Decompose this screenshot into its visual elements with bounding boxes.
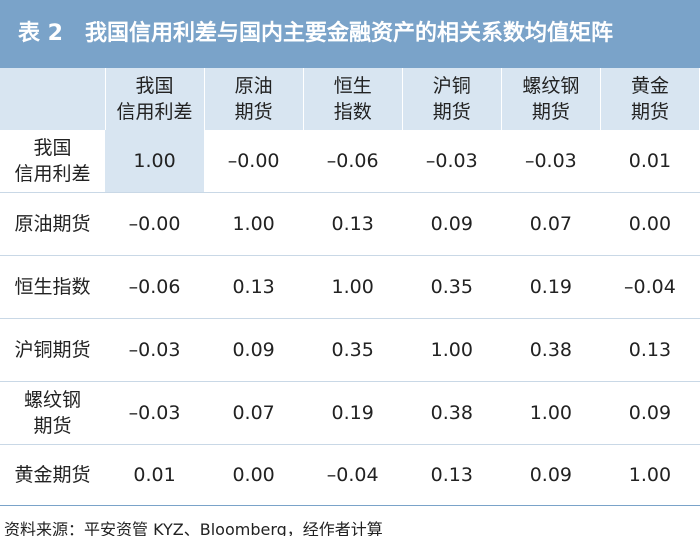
row-label: 黄金期货 [0, 444, 105, 506]
table-cell: 1.00 [402, 318, 502, 382]
column-header: 我国 信用利差 [105, 68, 205, 130]
table-cell: 0.00 [600, 192, 700, 256]
table: 我国 信用利差 原油 期货 恒生 指数 沪铜 期货 螺纹钢 期货 黄金 期货 我国 信用利… [0, 68, 700, 506]
table-cell: 1.00 [600, 444, 700, 506]
table-cell: –0.00 [204, 130, 304, 193]
table-cell: 0.07 [204, 381, 304, 445]
table-cell: 0.09 [402, 192, 502, 256]
table-cell: –0.00 [105, 192, 205, 256]
table-cell: –0.04 [600, 255, 700, 319]
row-label: 螺纹钢 期货 [0, 381, 105, 445]
table-cell: 0.38 [402, 381, 502, 445]
column-header: 沪铜 期货 [402, 68, 502, 130]
table-cell: 0.01 [600, 130, 700, 193]
row-label: 我国 信用利差 [0, 130, 105, 193]
table-cell: –0.03 [105, 318, 205, 382]
table-cell: –0.04 [303, 444, 403, 506]
row-label: 沪铜期货 [0, 318, 105, 382]
row-label: 原油期货 [0, 192, 105, 256]
column-header: 螺纹钢 期货 [501, 68, 601, 130]
table-cell: 0.01 [105, 444, 205, 506]
table-cell: –0.03 [501, 130, 601, 193]
table-cell: –0.03 [402, 130, 502, 193]
table-cell: 0.13 [600, 318, 700, 382]
table-cell: 0.13 [402, 444, 502, 506]
table-cell: 1.00 [501, 381, 601, 445]
table-cell: 0.35 [303, 318, 403, 382]
table-cell: 0.35 [402, 255, 502, 319]
header-row: 我国 信用利差 原油 期货 恒生 指数 沪铜 期货 螺纹钢 期货 黄金 期货 [0, 68, 700, 130]
column-header: 恒生 指数 [303, 68, 403, 130]
table-title: 表 2 我国信用利差与国内主要金融资产的相关系数均值矩阵 [0, 0, 700, 68]
table-body: 我国 信用利差 1.00 –0.00 –0.06 –0.03 –0.03 0.01 原油期货 –… [0, 130, 700, 506]
table-cell: 0.09 [600, 381, 700, 445]
table-cell: 0.13 [303, 192, 403, 256]
table-row: 黄金期货 0.01 0.00 –0.04 0.13 0.09 1.00 [0, 444, 700, 506]
table-cell: 1.00 [303, 255, 403, 319]
column-header: 黄金 期货 [600, 68, 700, 130]
row-label: 恒生指数 [0, 255, 105, 319]
table-cell: 0.00 [204, 444, 304, 506]
table-cell: 0.19 [501, 255, 601, 319]
table-cell: 0.07 [501, 192, 601, 256]
corner-cell [0, 68, 106, 130]
table-cell: 1.00 [204, 192, 304, 256]
table-cell: –0.06 [105, 255, 205, 319]
source-note: 资料来源：平安资管 KYZ、Bloomberg，经作者计算 [4, 520, 383, 536]
table-cell: 0.09 [204, 318, 304, 382]
table-cell: 0.19 [303, 381, 403, 445]
table-cell: –0.03 [105, 381, 205, 445]
table-row: 原油期货 –0.00 1.00 0.13 0.09 0.07 0.00 [0, 192, 700, 256]
table-cell: –0.06 [303, 130, 403, 193]
table-row: 恒生指数 –0.06 0.13 1.00 0.35 0.19 –0.04 [0, 255, 700, 319]
table-cell: 0.13 [204, 255, 304, 319]
table-cell: 0.09 [501, 444, 601, 506]
table-row: 我国 信用利差 1.00 –0.00 –0.06 –0.03 –0.03 0.01 [0, 130, 700, 193]
table-cell: 0.38 [501, 318, 601, 382]
table-row: 沪铜期货 –0.03 0.09 0.35 1.00 0.38 0.13 [0, 318, 700, 382]
table-row: 螺纹钢 期货 –0.03 0.07 0.19 0.38 1.00 0.09 [0, 381, 700, 445]
table-cell: 1.00 [105, 130, 205, 193]
column-header: 原油 期货 [204, 68, 304, 130]
